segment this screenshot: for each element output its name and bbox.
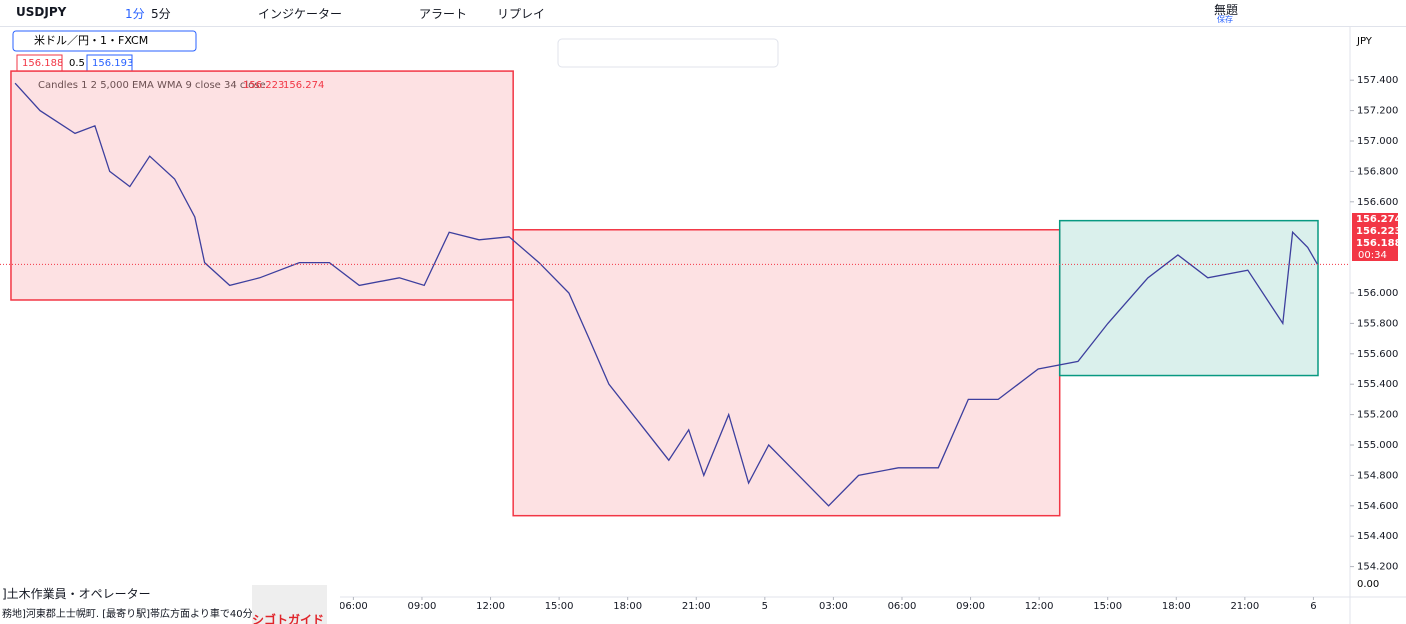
y-tick-label: 154.800 bbox=[1357, 470, 1398, 481]
y-tick-label: 155.600 bbox=[1357, 349, 1398, 360]
y-tick-label: 155.400 bbox=[1357, 379, 1398, 390]
price-label: 156.188 bbox=[1356, 238, 1402, 249]
y-tick-label: 156.600 bbox=[1357, 197, 1398, 208]
legend-box[interactable] bbox=[12, 30, 197, 52]
x-tick-label: 18:00 bbox=[613, 601, 642, 612]
top-toolbar: USDJPY 1分 5分 インジケーター アラート リプレイ 無題 保存 bbox=[0, 0, 1406, 27]
price-label-bg bbox=[1352, 237, 1398, 249]
legend-symbol: 米ドル／円・1・FXCM bbox=[34, 34, 148, 47]
x-tick-label: 15:00 bbox=[1093, 601, 1122, 612]
save[interactable]: 保存 bbox=[1217, 15, 1233, 24]
layout-title[interactable]: 無題 bbox=[1214, 3, 1239, 17]
x-tick-label: 21:00 bbox=[682, 601, 711, 612]
x-tick-label: 06:00 bbox=[888, 601, 917, 612]
x-tick-label: 18:00 bbox=[1162, 601, 1191, 612]
x-tick-label: 21:00 bbox=[1230, 601, 1259, 612]
ad-title[interactable]: ]土木作業員・オペレーター bbox=[2, 587, 151, 601]
interval[interactable]: 5分 bbox=[151, 7, 171, 21]
y-tick-label: 156.800 bbox=[1357, 166, 1398, 177]
price-label: 156.274 bbox=[1356, 214, 1402, 225]
x-tick-label: 15:00 bbox=[545, 601, 574, 612]
y-tick-label: 157.400 bbox=[1357, 75, 1398, 86]
x-tick-label: 12:00 bbox=[476, 601, 505, 612]
ad-body: 務地]河東郡上士幌町. [最寄り駅]帯広方面より車で40分 bbox=[2, 609, 253, 620]
y-tick-label: 154.600 bbox=[1357, 501, 1398, 512]
y-tick-label: 155.200 bbox=[1357, 410, 1398, 421]
x-tick-label: 09:00 bbox=[956, 601, 985, 612]
price-label-bg bbox=[1352, 225, 1398, 237]
x-tick-label: 5 bbox=[762, 601, 768, 612]
price-line bbox=[14, 82, 1319, 507]
ad-panel: ]土木作業員・オペレーター 務地]河東郡上士幌町. [最寄り駅]帯広方面より車で… bbox=[0, 575, 340, 624]
price-label: 156.223 bbox=[1356, 226, 1402, 237]
y-tick-label: 154.400 bbox=[1357, 531, 1398, 542]
volume-axis-label: 0.00 bbox=[1357, 579, 1379, 590]
y-tick-label: 157.000 bbox=[1357, 136, 1398, 147]
indicator-value: 156.223 bbox=[243, 80, 284, 91]
price-label-bg bbox=[1352, 213, 1398, 225]
y-tick-label: 156.000 bbox=[1357, 288, 1398, 299]
x-tick-label: 09:00 bbox=[408, 601, 437, 612]
y-tick-label: 157.200 bbox=[1357, 106, 1398, 117]
spread: 0.5 bbox=[69, 58, 85, 69]
alert[interactable]: アラート bbox=[419, 7, 468, 21]
y-tick-label: 155.800 bbox=[1357, 318, 1398, 329]
interval[interactable]: 1分 bbox=[125, 7, 145, 21]
x-tick-label: 03:00 bbox=[819, 601, 848, 612]
range-box bbox=[10, 70, 514, 301]
countdown-bg bbox=[1352, 249, 1398, 261]
indicator-legend: Candles 1 2 5,000 EMA WMA 9 close 34 clo… bbox=[38, 80, 266, 91]
replay[interactable]: リプレイ bbox=[497, 7, 546, 21]
countdown: 00:34 bbox=[1358, 250, 1387, 261]
indicator-value: 156.274 bbox=[283, 80, 324, 91]
bid: 156.188 bbox=[22, 58, 63, 69]
currency[interactable]: JPY bbox=[1356, 36, 1373, 47]
indicators[interactable]: インジケーター bbox=[258, 7, 343, 21]
drawing-toolbar[interactable] bbox=[557, 38, 779, 68]
ad-brand[interactable]: シゴトガイド bbox=[252, 585, 327, 624]
x-tick-label: 06:00 bbox=[339, 601, 368, 612]
range-box bbox=[1058, 219, 1319, 377]
range-box bbox=[512, 229, 1061, 517]
y-tick-label: 155.000 bbox=[1357, 440, 1398, 451]
x-tick-label: 6 bbox=[1310, 601, 1316, 612]
chart: 米ドル／円・1・FXCM 156.188 0.5 156.193 Candles… bbox=[0, 27, 1406, 624]
x-tick-label: 12:00 bbox=[1025, 601, 1054, 612]
symbol[interactable]: USDJPY bbox=[16, 5, 67, 19]
ask: 156.193 bbox=[92, 58, 133, 69]
y-tick-label: 154.200 bbox=[1357, 562, 1398, 573]
